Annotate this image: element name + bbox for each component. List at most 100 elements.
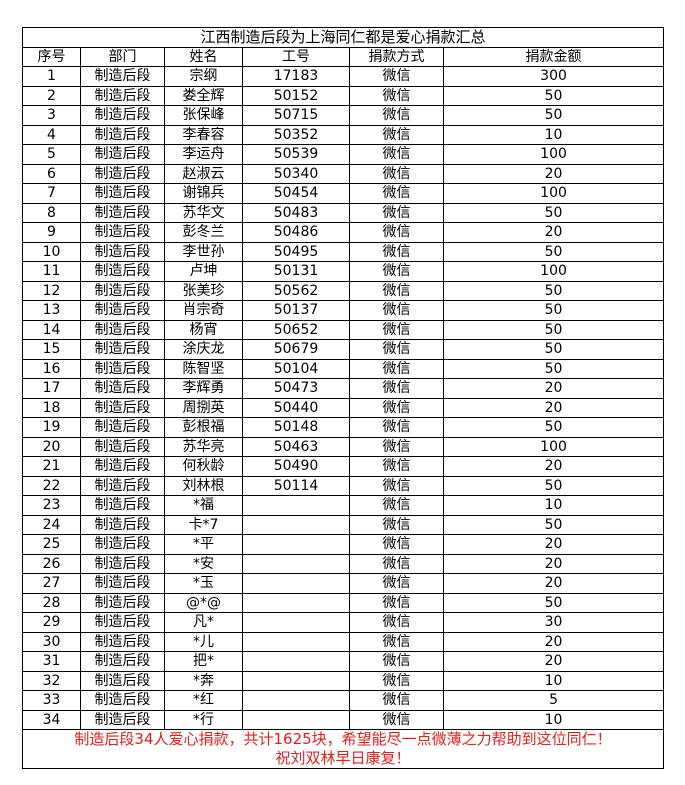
cell-employee-id — [242, 514, 350, 535]
table-row: 25 制造后段 *平 微信 20 — [22, 534, 665, 555]
cell-employee-id: 50463 — [242, 436, 350, 457]
cell-amount: 20 — [442, 378, 665, 399]
cell-amount: 50 — [442, 202, 665, 223]
cell-name: 赵淑云 — [164, 163, 243, 184]
cell-employee-id — [242, 495, 350, 516]
header-name: 姓名 — [164, 46, 243, 67]
table-row: 2 制造后段 娄全辉 50152 微信 50 — [22, 85, 665, 106]
cell-payment-method: 微信 — [349, 300, 444, 321]
cell-index: 26 — [22, 553, 81, 574]
cell-payment-method: 微信 — [349, 456, 444, 477]
cell-payment-method: 微信 — [349, 378, 444, 399]
header-row: 序号 部门 姓名 工号 捐款方式 捐款金额 — [22, 46, 665, 67]
cell-payment-method: 微信 — [349, 339, 444, 360]
cell-department: 制造后段 — [80, 631, 165, 652]
cell-name: *玉 — [164, 573, 243, 594]
cell-employee-id: 50114 — [242, 475, 350, 496]
cell-name: *奔 — [164, 670, 243, 691]
table-row: 17 制造后段 李辉勇 50473 微信 20 — [22, 378, 665, 399]
cell-name: 李世孙 — [164, 241, 243, 262]
cell-payment-method: 微信 — [349, 261, 444, 282]
cell-payment-method: 微信 — [349, 397, 444, 418]
cell-employee-id — [242, 573, 350, 594]
cell-employee-id: 50148 — [242, 417, 350, 438]
cell-index: 12 — [22, 280, 81, 301]
cell-department: 制造后段 — [80, 417, 165, 438]
table-row: 32 制造后段 *奔 微信 10 — [22, 670, 665, 691]
cell-employee-id — [242, 690, 350, 711]
cell-name: 张保峰 — [164, 105, 243, 126]
cell-index: 33 — [22, 690, 81, 711]
cell-department: 制造后段 — [80, 475, 165, 496]
donation-summary-table: 江西制造后段为上海同仁都是爱心捐款汇总 序号 部门 姓名 工号 捐款方式 捐款金额 1 制造… — [21, 27, 665, 769]
cell-index: 31 — [22, 651, 81, 672]
cell-index: 18 — [22, 397, 81, 418]
cell-index: 7 — [22, 183, 81, 204]
table-row: 18 制造后段 周捌英 50440 微信 20 — [22, 397, 665, 418]
cell-department: 制造后段 — [80, 300, 165, 321]
cell-amount: 20 — [442, 222, 665, 243]
cell-payment-method: 微信 — [349, 631, 444, 652]
cell-name: *安 — [164, 553, 243, 574]
cell-name: 宗纲 — [164, 66, 243, 87]
header-payment-method: 捐款方式 — [349, 46, 444, 67]
cell-department: 制造后段 — [80, 163, 165, 184]
table-row: 3 制造后段 张保峰 50715 微信 50 — [22, 105, 665, 126]
cell-employee-id: 50495 — [242, 241, 350, 262]
cell-employee-id: 50137 — [242, 300, 350, 321]
cell-amount: 50 — [442, 280, 665, 301]
cell-employee-id: 50652 — [242, 319, 350, 340]
cell-amount: 20 — [442, 553, 665, 574]
cell-payment-method: 微信 — [349, 66, 444, 87]
cell-amount: 10 — [442, 124, 665, 145]
cell-payment-method: 微信 — [349, 105, 444, 126]
cell-name: 陈智坚 — [164, 358, 243, 379]
table-row: 21 制造后段 何秋龄 50490 微信 20 — [22, 456, 665, 477]
cell-department: 制造后段 — [80, 241, 165, 262]
cell-index: 16 — [22, 358, 81, 379]
cell-name: *儿 — [164, 631, 243, 652]
cell-index: 17 — [22, 378, 81, 399]
table-row: 7 制造后段 谢锦兵 50454 微信 100 — [22, 183, 665, 204]
cell-name: 何秋龄 — [164, 456, 243, 477]
footer-row: 制造后段34人爱心捐款，共计1625块，希望能尽一点微薄之力帮助到这位同仁！ 祝刘… — [21, 729, 665, 769]
cell-name: 周捌英 — [164, 397, 243, 418]
cell-amount: 10 — [442, 709, 665, 730]
cell-employee-id: 50490 — [242, 456, 350, 477]
cell-amount: 10 — [442, 495, 665, 516]
cell-index: 28 — [22, 592, 81, 613]
cell-index: 5 — [22, 144, 81, 165]
cell-amount: 50 — [442, 339, 665, 360]
cell-department: 制造后段 — [80, 280, 165, 301]
cell-employee-id: 50486 — [242, 222, 350, 243]
cell-department: 制造后段 — [80, 319, 165, 340]
cell-name: 卢坤 — [164, 261, 243, 282]
cell-name: 刘林根 — [164, 475, 243, 496]
cell-name: 李运舟 — [164, 144, 243, 165]
cell-amount: 50 — [442, 417, 665, 438]
cell-payment-method: 微信 — [349, 241, 444, 262]
cell-index: 30 — [22, 631, 81, 652]
cell-payment-method: 微信 — [349, 495, 444, 516]
cell-amount: 50 — [442, 300, 665, 321]
cell-department: 制造后段 — [80, 495, 165, 516]
cell-name: 把* — [164, 651, 243, 672]
cell-department: 制造后段 — [80, 85, 165, 106]
table-row: 26 制造后段 *安 微信 20 — [22, 553, 665, 574]
cell-payment-method: 微信 — [349, 436, 444, 457]
cell-name: 张美珍 — [164, 280, 243, 301]
table-row: 16 制造后段 陈智坚 50104 微信 50 — [22, 358, 665, 379]
cell-name: 苏华亮 — [164, 436, 243, 457]
header-amount: 捐款金额 — [442, 46, 665, 67]
table-row: 10 制造后段 李世孙 50495 微信 50 — [22, 241, 665, 262]
header-index: 序号 — [22, 46, 81, 67]
cell-payment-method: 微信 — [349, 163, 444, 184]
cell-employee-id — [242, 651, 350, 672]
table-row: 8 制造后段 苏华文 50483 微信 50 — [22, 202, 665, 223]
cell-payment-method: 微信 — [349, 475, 444, 496]
footer-line-1: 制造后段34人爱心捐款，共计1625块，希望能尽一点微薄之力帮助到这位同仁！ — [74, 730, 612, 749]
cell-payment-method: 微信 — [349, 202, 444, 223]
table-row: 33 制造后段 *红 微信 5 — [22, 690, 665, 711]
cell-payment-method: 微信 — [349, 573, 444, 594]
cell-employee-id — [242, 709, 350, 730]
